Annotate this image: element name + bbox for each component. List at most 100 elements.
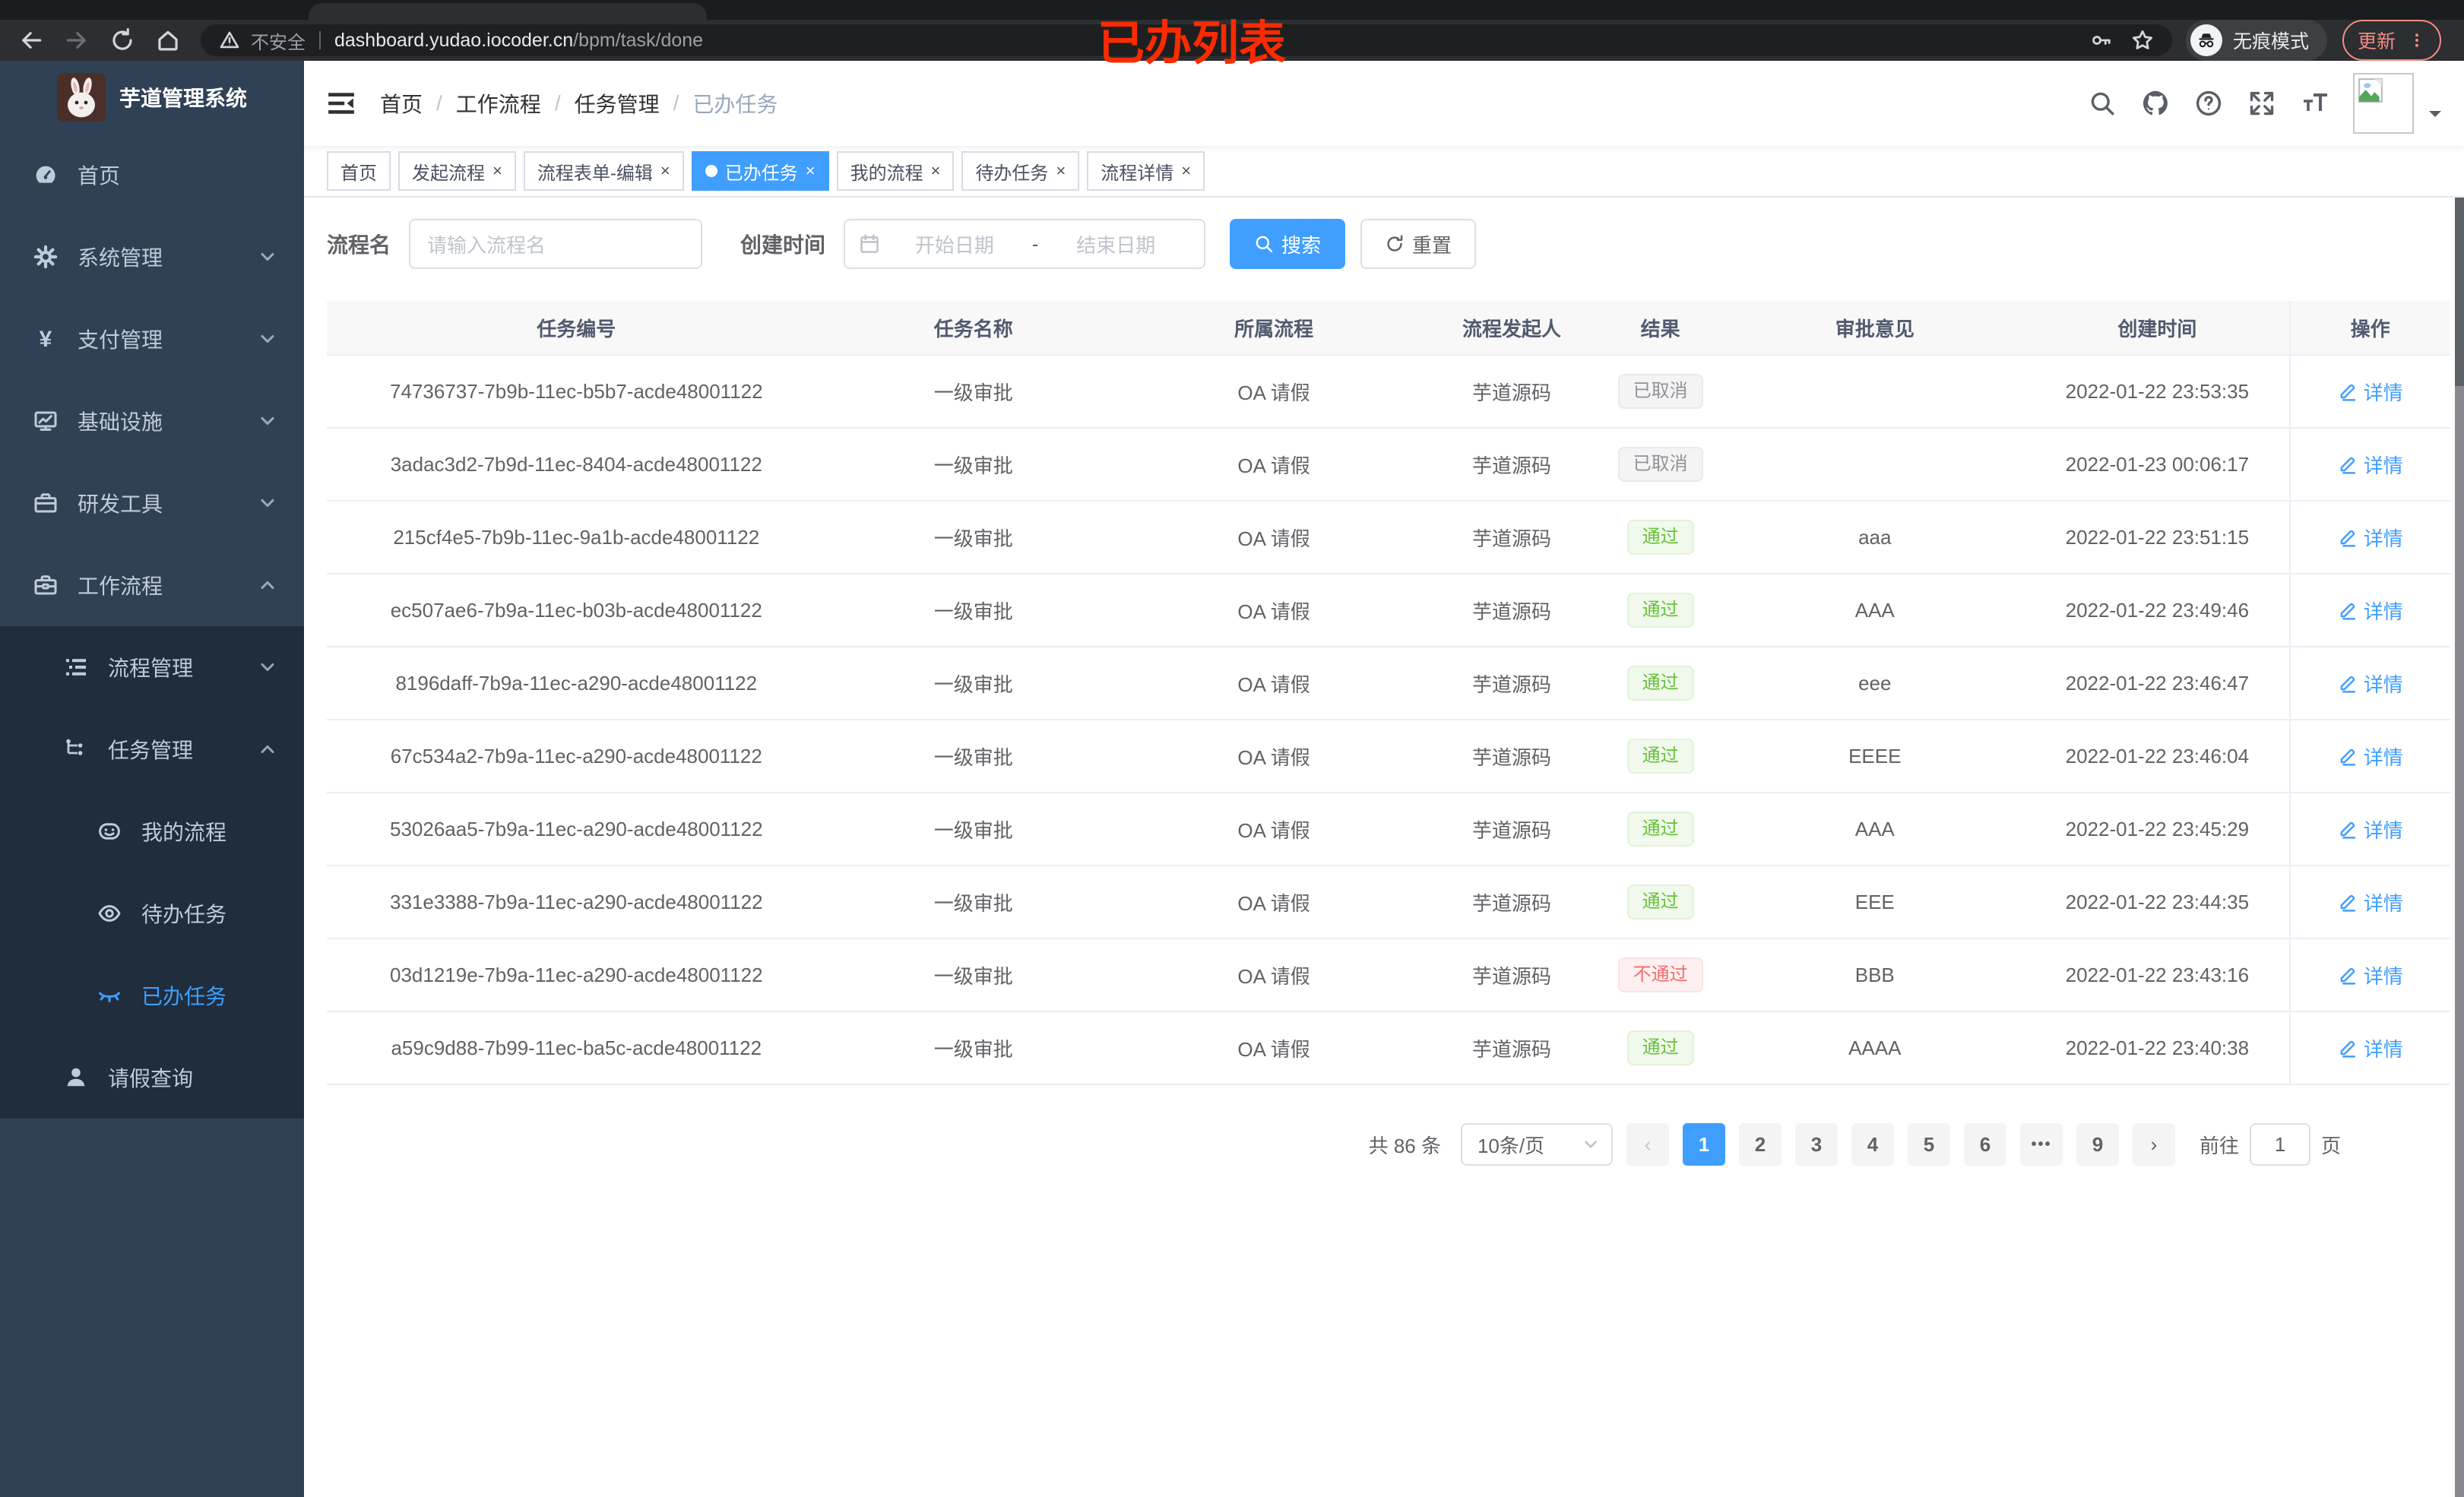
detail-button[interactable]: 详情 [2338, 1034, 2403, 1062]
detail-button[interactable]: 详情 [2338, 888, 2403, 916]
font-size-icon[interactable] [2301, 90, 2329, 117]
fullscreen-icon[interactable] [2248, 90, 2276, 117]
browser-back-icon[interactable] [18, 27, 44, 53]
sidebar-item-任务管理[interactable]: 任务管理 [0, 708, 304, 790]
page-button-2[interactable]: 2 [1738, 1123, 1781, 1166]
help-icon[interactable] [2195, 90, 2222, 117]
page-button-1[interactable]: 1 [1682, 1123, 1725, 1166]
goto-page-input[interactable]: 1 [2249, 1123, 2310, 1166]
sidebar-item-工作流程[interactable]: 工作流程 [0, 544, 304, 626]
next-page-button[interactable]: › [2132, 1123, 2175, 1166]
main-column: 首页 / 工作流程 / 任务管理 / 已办任务 首页 发起流程 × 流程表单-编辑 × 已办任务 × 我的… [304, 61, 2464, 1497]
cell-task-name: 一级审批 [933, 381, 1013, 404]
close-icon[interactable]: × [660, 161, 670, 180]
sidebar-item-首页[interactable]: 首页 [0, 134, 304, 216]
chevron-up-icon [258, 740, 277, 758]
detail-button[interactable]: 详情 [2338, 451, 2403, 479]
sidebar-item-请假查询[interactable]: 请假查询 [0, 1037, 304, 1119]
tab-发起流程[interactable]: 发起流程 × [398, 151, 516, 191]
breadcrumb-item-已办任务: 已办任务 [692, 93, 778, 116]
sidebar-item-支付管理[interactable]: ¥ 支付管理 [0, 298, 304, 380]
more-pages-button[interactable]: ••• [2019, 1123, 2063, 1166]
close-icon[interactable]: × [805, 161, 816, 180]
cell-task-id: 53026aa5-7b9a-11ec-a290-acde48001122 [390, 817, 763, 840]
detail-button[interactable]: 详情 [2338, 378, 2403, 406]
github-icon[interactable] [2142, 90, 2169, 117]
cell-process: OA 请假 [1237, 745, 1310, 769]
active-tab-dot [705, 165, 717, 177]
page-button-4[interactable]: 4 [1851, 1123, 1894, 1166]
sidebar-toggle-icon[interactable] [327, 89, 356, 118]
breadcrumb-item-首页[interactable]: 首页 [380, 93, 423, 116]
breadcrumb-item-工作流程[interactable]: 工作流程 [455, 93, 541, 116]
tab-首页[interactable]: 首页 [327, 151, 391, 191]
browser-url-bar[interactable]: 不安全 dashboard.yudao.iocoder.cn/bpm/task/… [201, 24, 2172, 56]
cell-create-time: 2022-01-22 23:46:04 [2065, 744, 2250, 767]
sidebar-item-已办任务[interactable]: 已办任务 [0, 954, 304, 1037]
reset-button[interactable]: 重置 [1360, 219, 1477, 269]
sidebar-item-系统管理[interactable]: 系统管理 [0, 216, 304, 298]
sidebar-item-流程管理[interactable]: 流程管理 [0, 626, 304, 708]
tab-label: 流程表单-编辑 [537, 163, 653, 184]
search-button[interactable]: 搜索 [1230, 219, 1346, 269]
password-key-icon[interactable] [2090, 29, 2113, 52]
page-button-5[interactable]: 5 [1907, 1123, 1950, 1166]
sidebar-item-我的流程[interactable]: 我的流程 [0, 790, 304, 872]
column-header-任务名称: 任务名称 [933, 317, 1013, 340]
app-logo[interactable]: 芋道管理系统 [0, 61, 304, 134]
tab-待办任务[interactable]: 待办任务 × [961, 151, 1080, 191]
page-size-select[interactable]: 10条/页 [1460, 1123, 1613, 1166]
result-badge: 通过 [1626, 812, 1694, 847]
page-button-3[interactable]: 3 [1794, 1123, 1838, 1166]
pagination: 共 86 条 10条/页 ‹ 1 2 3 4 5 6 ••• 9 › 前往 1 页 [327, 1123, 2450, 1166]
process-name-input[interactable]: 请输入流程名 [409, 219, 703, 269]
detail-button[interactable]: 详情 [2338, 961, 2403, 989]
cell-starter: 芋道源码 [1472, 818, 1552, 842]
page-button-6[interactable]: 6 [1963, 1123, 2006, 1166]
process-name-label: 流程名 [327, 233, 391, 257]
tab-我的流程[interactable]: 我的流程 × [836, 151, 955, 191]
detail-button[interactable]: 详情 [2338, 597, 2403, 625]
browser-update-button[interactable]: 更新 [2342, 20, 2442, 61]
detail-button[interactable]: 详情 [2338, 524, 2403, 552]
prev-page-button[interactable]: ‹ [1626, 1123, 1669, 1166]
breadcrumb: 首页 / 工作流程 / 任务管理 / 已办任务 [380, 88, 778, 119]
edit-icon [2338, 454, 2358, 474]
bookmark-star-icon[interactable] [2131, 29, 2154, 52]
page-button-9[interactable]: 9 [2076, 1123, 2119, 1166]
sidebar-item-待办任务[interactable]: 待办任务 [0, 872, 304, 954]
browser-menu-dots-icon[interactable] [2408, 30, 2426, 51]
date-range-input[interactable]: 开始日期 - 结束日期 [844, 219, 1206, 269]
window-scrollbar[interactable] [2455, 61, 2464, 1497]
browser-forward-icon[interactable] [64, 27, 90, 53]
search-icon[interactable] [2089, 90, 2116, 117]
tab-已办任务[interactable]: 已办任务 × [691, 151, 829, 191]
suitcase-icon [33, 491, 58, 515]
tab-流程表单-编辑[interactable]: 流程表单-编辑 × [523, 151, 684, 191]
cell-create-time: 2022-01-22 23:40:38 [2065, 1036, 2250, 1059]
sidebar-item-基础设施[interactable]: 基础设施 [0, 380, 304, 462]
tab-label: 流程详情 [1101, 163, 1174, 184]
broken-image-icon [2358, 78, 2383, 103]
sidebar-item-研发工具[interactable]: 研发工具 [0, 462, 304, 544]
close-icon[interactable]: × [492, 161, 502, 180]
detail-button[interactable]: 详情 [2338, 742, 2403, 771]
incognito-icon [2190, 24, 2222, 56]
close-icon[interactable]: × [1181, 161, 1192, 180]
breadcrumb-separator: / [554, 91, 561, 115]
browser-home-icon[interactable] [155, 27, 181, 53]
close-icon[interactable]: × [930, 161, 941, 180]
close-icon[interactable]: × [1056, 161, 1066, 180]
eye-open-icon [97, 901, 122, 926]
tab-流程详情[interactable]: 流程详情 × [1087, 151, 1205, 191]
breadcrumb-item-任务管理[interactable]: 任务管理 [574, 93, 660, 116]
avatar-caret-icon[interactable] [2428, 106, 2443, 122]
cell-task-name: 一级审批 [933, 745, 1013, 769]
avatar[interactable] [2353, 73, 2414, 134]
cell-actions: 详情 [2288, 939, 2450, 1011]
cell-comment [1724, 356, 2025, 427]
detail-button[interactable]: 详情 [2338, 669, 2403, 698]
cell-actions: 详情 [2288, 429, 2450, 500]
detail-button[interactable]: 详情 [2338, 815, 2403, 843]
browser-reload-icon[interactable] [109, 27, 135, 53]
